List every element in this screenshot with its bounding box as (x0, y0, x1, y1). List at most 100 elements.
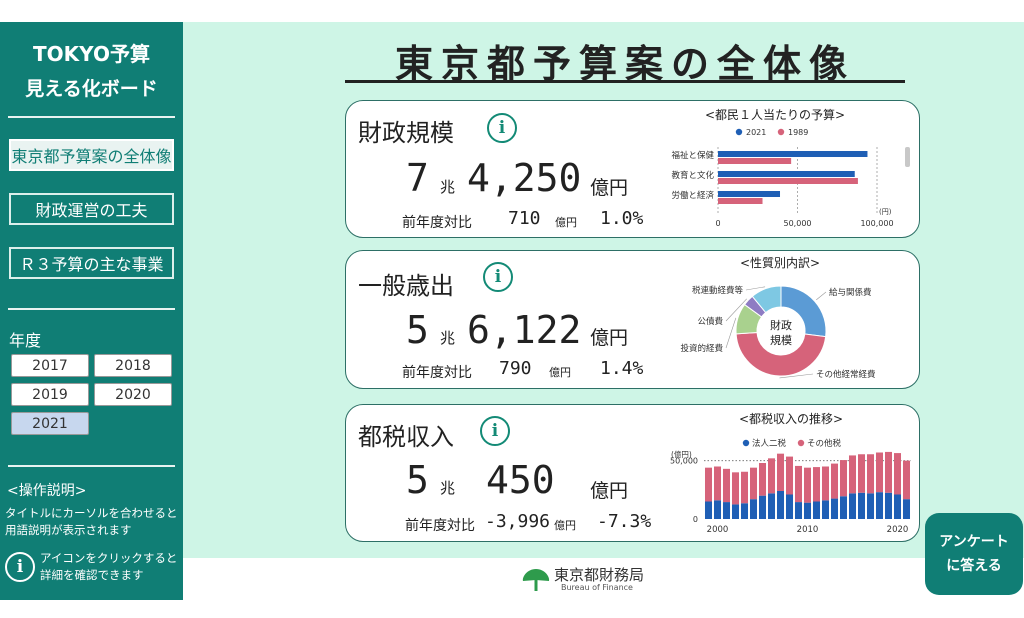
stacked-bar-segment (740, 503, 749, 519)
leader-line (725, 298, 747, 322)
info-icon[interactable]: i (483, 262, 513, 292)
stacked-bar-segment (722, 468, 731, 503)
page-title: 東京都予算案の全体像 (394, 42, 855, 86)
nav-fiscal-management-button[interactable]: 財政運営の工夫 (9, 193, 174, 225)
help-text-hover-2: 用語説明が表示されます (5, 523, 132, 537)
help-text-hover-1: タイトルにカーソルを合わせると (5, 506, 178, 520)
leader-line (816, 291, 827, 301)
slice-label: 公債費 (697, 316, 723, 327)
yoy-percent: 1.4% (600, 358, 644, 379)
x-tick-label: 2020 (887, 525, 909, 535)
stacked-bar-segment (794, 502, 803, 519)
card-title-tax-revenue[interactable]: 都税収入 (358, 423, 454, 451)
stacked-bar-segment (812, 467, 821, 502)
stacked-bar-segment (857, 492, 866, 519)
stacked-bar-segment (821, 466, 830, 501)
legend-label: 法人二税 (752, 438, 787, 449)
stacked-bar-segment (848, 455, 857, 494)
stacked-bar-segment (713, 500, 722, 519)
yoy-unit: 億円 (555, 216, 577, 229)
stacked-bar-segment (731, 504, 740, 519)
stacked-bar-segment (857, 454, 866, 493)
card-title-general-expenditure[interactable]: 一般歳出 (358, 272, 454, 300)
stacked-bar-segment (884, 451, 893, 493)
legend-marker (797, 439, 805, 447)
stacked-bar-segment (749, 467, 758, 500)
card-fiscal-scale: 財政規模 i 7 兆 4,250 億円 前年度対比 710 億円 1.0% <都… (345, 100, 920, 238)
yoy-percent: -7.3% (597, 511, 652, 532)
stacked-bar-segment (722, 502, 731, 519)
y-tick-label: 50,000 (670, 457, 698, 466)
footer-logo-text: 東京都財務局 (554, 566, 645, 584)
yoy-label: 前年度対比 (402, 215, 472, 231)
stacked-bar-segment (848, 493, 857, 519)
stacked-bar-segment (740, 471, 749, 504)
card-title-fiscal-scale[interactable]: 財政規模 (358, 119, 454, 147)
help-title: <操作説明> (7, 483, 87, 499)
year-2021-button[interactable]: 2021 (11, 412, 89, 435)
stacked-bar-segment (749, 499, 758, 519)
yoy-value: 710 (508, 208, 541, 229)
bar (718, 158, 792, 164)
yoy-label: 前年度対比 (402, 365, 472, 381)
info-icon[interactable]: i (480, 416, 510, 446)
unit-oku-yen: 億円 (590, 177, 629, 199)
bar (718, 151, 868, 157)
stacked-bar-segment (839, 496, 848, 519)
yoy-unit: 億円 (549, 366, 571, 379)
stacked-bar-segment (758, 495, 767, 519)
legend-marker (735, 128, 743, 136)
info-icon[interactable]: i (487, 113, 517, 143)
tax-revenue-stacked-chart: 法人二税 その他税 (億円) 0 50,000 2000 2010 2020 (670, 438, 911, 535)
unit-trillion: 兆 (440, 178, 456, 196)
stacked-bar-segment (893, 494, 902, 519)
nav-overview-button[interactable]: 東京都予算案の全体像 (9, 139, 174, 171)
value-oku: 6,122 (467, 308, 582, 352)
slice-label: 投資的経費 (680, 343, 723, 354)
stacked-bar-segment (902, 499, 911, 519)
info-icon: i (5, 552, 35, 582)
x-tick-label: 2010 (797, 525, 819, 535)
stacked-bar-segment (731, 472, 740, 505)
year-2017-button[interactable]: 2017 (11, 354, 89, 377)
donut-slice (751, 285, 782, 314)
legend-label: その他税 (807, 438, 842, 449)
x-unit-label: (円) (879, 208, 892, 216)
stacked-bar-segment (839, 460, 848, 497)
chart-title-tax-trend: <都税収入の推移> (739, 412, 844, 426)
yoy-percent: 1.0% (600, 208, 644, 229)
nav-major-projects-button[interactable]: Ｒ３予算の主な事業 (9, 247, 174, 279)
sidebar-divider (8, 308, 175, 310)
stacked-bar-segment (821, 500, 830, 519)
category-label: 福祉と保健 (671, 150, 714, 161)
stacked-bar-segment (830, 498, 839, 519)
stacked-bar-segment (758, 463, 767, 496)
footer (183, 558, 1024, 600)
yoy-value: 790 (499, 358, 532, 379)
stacked-bar-segment (794, 465, 803, 503)
bar (718, 191, 781, 197)
legend-marker (742, 439, 750, 447)
survey-button-line1: アンケート (939, 534, 1009, 550)
unit-trillion: 兆 (440, 329, 456, 347)
legend-label: 1989 (788, 128, 808, 137)
year-2019-button[interactable]: 2019 (11, 383, 89, 406)
survey-button[interactable]: アンケート に答える (925, 513, 1023, 595)
year-2020-button[interactable]: 2020 (94, 383, 172, 406)
slice-label: 税連動経費等 (692, 285, 744, 296)
y-unit-label: (億円) (671, 449, 692, 459)
card-tax-revenue: 都税収入 i 5 兆 450 億円 前年度対比 -3,996 億円 -7.3% … (345, 404, 920, 542)
stacked-bar-segment (893, 453, 902, 495)
stacked-bar-segment (704, 501, 713, 519)
donut-slice (735, 331, 827, 377)
sidebar-divider (8, 465, 175, 467)
yoy-value: -3,996 (485, 511, 551, 532)
x-tick-label: 0 (715, 219, 720, 228)
year-label: 年度 (9, 331, 42, 350)
stacked-bar-segment (884, 492, 893, 519)
year-2018-button[interactable]: 2018 (94, 354, 172, 377)
unit-oku-yen: 億円 (590, 480, 629, 502)
stacked-bar-segment (803, 467, 812, 503)
x-tick-label: 100,000 (860, 219, 893, 228)
